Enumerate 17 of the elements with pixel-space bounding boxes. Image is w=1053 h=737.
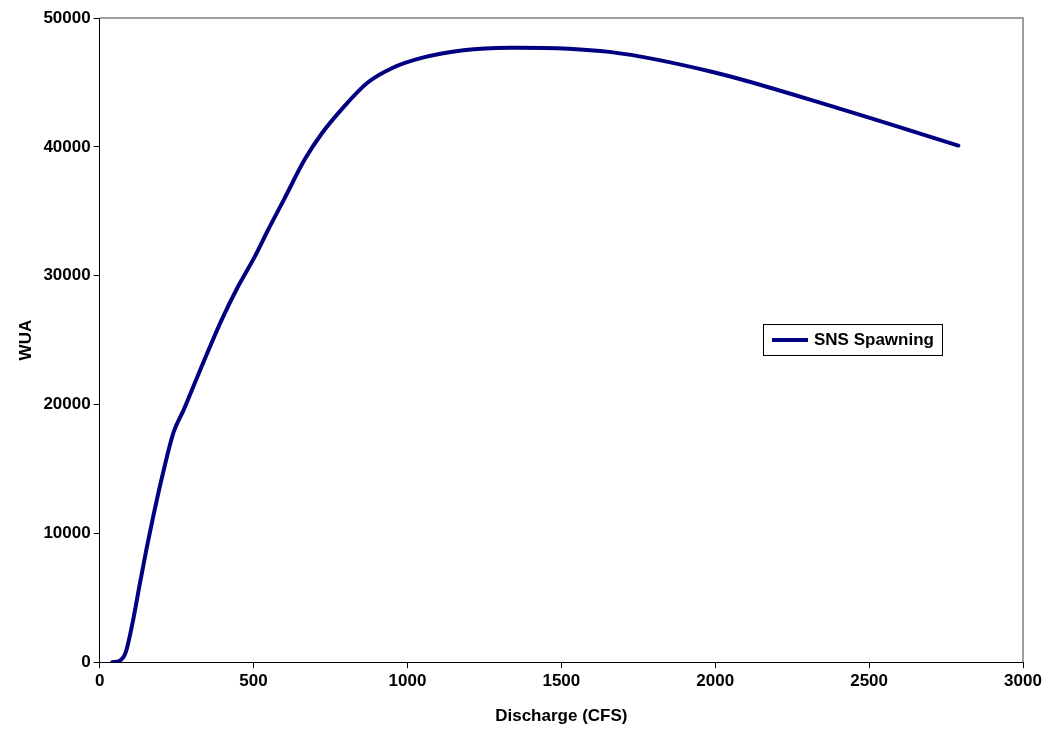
- x-tick-label: 3000: [1004, 671, 1042, 691]
- y-tick-label: 0: [81, 651, 91, 671]
- line-series: [110, 45, 961, 663]
- x-tick-label: 2000: [696, 671, 735, 691]
- y-tick-label: 20000: [43, 394, 91, 414]
- x-tick-label: 2500: [850, 671, 889, 691]
- y-tick-label: 30000: [43, 265, 91, 285]
- x-tick-label: 1000: [388, 671, 427, 691]
- x-tick-label: 500: [239, 671, 268, 691]
- y-tick-label: 10000: [43, 523, 91, 543]
- y-axis-title: WUA: [15, 319, 35, 361]
- x-tick-label: 1500: [542, 671, 581, 691]
- legend-label: SNS Spawning: [814, 330, 934, 351]
- y-tick-label: 50000: [43, 7, 91, 27]
- x-tick-label: 0: [94, 671, 105, 691]
- y-tick-label: 40000: [43, 136, 91, 156]
- x-axis-title: Discharge (CFS): [495, 706, 628, 726]
